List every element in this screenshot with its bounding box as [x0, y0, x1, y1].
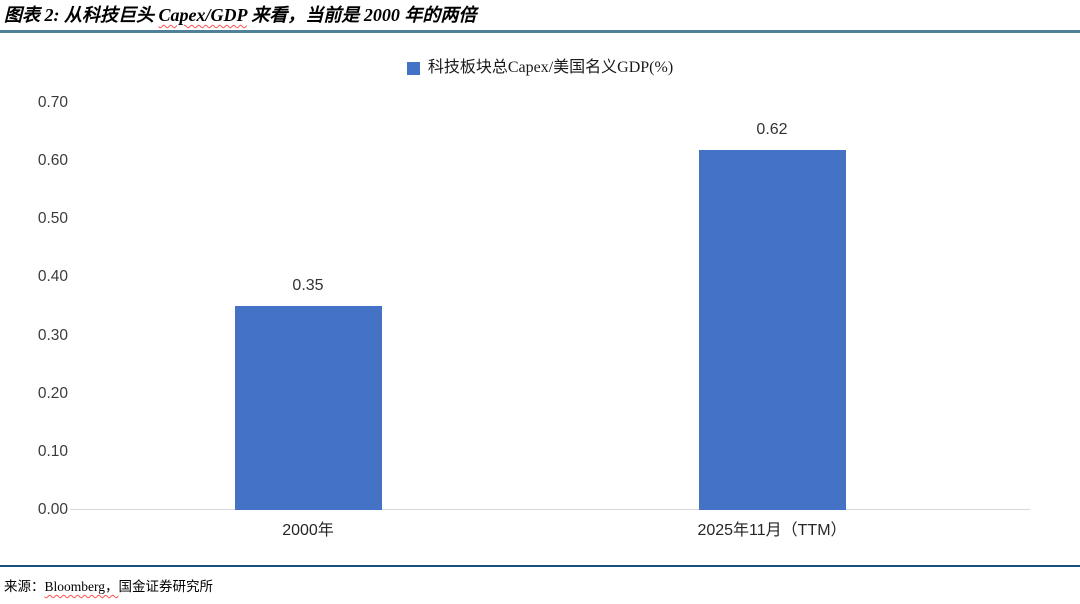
bar	[234, 306, 382, 510]
x-axis-category-label: 2025年11月（TTM）	[697, 522, 847, 539]
y-axis-tick-label: 0.40	[37, 268, 68, 286]
y-axis-tick-label: 0.30	[37, 326, 68, 344]
x-axis-line	[70, 509, 1030, 510]
y-axis-tick-label: 0.20	[37, 384, 68, 402]
title-divider	[0, 30, 1080, 33]
figure-title-suffix: 来看，当前是 2000 年的两倍	[246, 5, 477, 25]
bar-value-label: 0.35	[292, 277, 324, 294]
figure-title-prefix: 图表 2: 从科技巨头	[4, 5, 159, 25]
source-suffix: 国金证券研究所	[118, 579, 214, 594]
y-axis-tick-label: 0.60	[37, 152, 68, 170]
source-label: 来源：	[4, 579, 45, 594]
legend: 科技板块总Capex/美国名义GDP(%)	[0, 58, 1080, 78]
y-axis-tick-label: 0.50	[37, 210, 68, 228]
legend-label: 科技板块总Capex/美国名义GDP(%)	[427, 59, 674, 76]
footer-divider	[0, 565, 1080, 567]
bar	[698, 150, 846, 510]
x-axis-category-label: 2000年	[282, 522, 334, 539]
y-axis-tick-label: 0.70	[37, 94, 68, 111]
source-spellchecked-term: Bloomberg，	[44, 579, 119, 594]
legend-marker-icon	[406, 61, 420, 75]
y-axis-tick-label: 0.10	[37, 442, 68, 460]
figure-title: 图表 2: 从科技巨头 Capex/GDP 来看，当前是 2000 年的两倍	[4, 2, 1004, 28]
y-axis-tick-label: 0.00	[37, 501, 68, 518]
source-note: 来源：Bloomberg，国金证券研究所	[4, 578, 904, 596]
figure-title-spellchecked-term: Capex/GDP	[158, 5, 247, 25]
bar-value-label: 0.62	[756, 121, 788, 138]
